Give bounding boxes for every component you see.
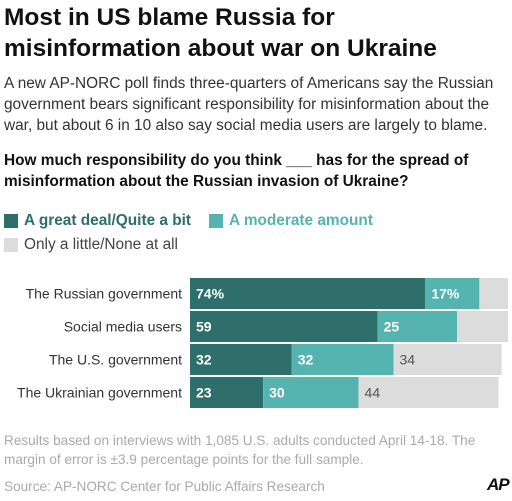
bar-the-russian-government-moderate — [425, 278, 480, 309]
data-label-social-media-users-great-deal: 59 — [196, 319, 212, 335]
data-label-the-u-s-government-moderate: 32 — [298, 352, 314, 368]
category-label-the-ukrainian-government: The Ukrainian government — [17, 385, 182, 401]
legend-label-great-deal: A great deal/Quite a bit — [24, 212, 192, 229]
bar-the-u-s-government-moderate — [291, 344, 394, 375]
legend-label-little-none: Only a little/None at all — [24, 236, 178, 253]
bar-the-ukrainian-government-moderate — [263, 377, 359, 408]
legend-swatch-moderate — [209, 214, 223, 228]
legend-swatch-little-none — [4, 238, 18, 252]
legend-swatch-great-deal — [4, 214, 18, 228]
chart-title: Most in US blame Russia for misinformati… — [4, 4, 437, 62]
legend-item-moderate: A moderate amount — [209, 212, 373, 230]
category-label-social-media-users: Social media users — [64, 319, 182, 335]
bar-the-russian-government-little-none — [479, 278, 508, 309]
data-label-the-russian-government-moderate: 17% — [431, 286, 460, 302]
ap-logo: AP — [487, 475, 510, 494]
data-label-the-ukrainian-government-great-deal: 23 — [196, 385, 212, 401]
legend-item-great-deal: A great deal/Quite a bit — [4, 212, 191, 230]
data-label-the-russian-government-great-deal: 74% — [196, 286, 225, 302]
bar-the-ukrainian-government-great-deal — [190, 377, 264, 408]
category-label-the-russian-government: The Russian government — [26, 286, 183, 302]
bar-the-russian-government-great-deal — [190, 278, 426, 309]
bar-social-media-users-moderate — [377, 311, 458, 342]
bar-the-u-s-government-little-none — [393, 344, 502, 375]
bar-social-media-users-little-none — [457, 311, 508, 342]
chart-subtitle: A new AP-NORC poll finds three-quarters … — [4, 75, 494, 134]
chart-notes: Results based on interviews with 1,085 U… — [4, 433, 476, 467]
data-label-the-ukrainian-government-moderate: 30 — [269, 385, 285, 401]
data-label-the-u-s-government-great-deal: 32 — [196, 352, 212, 368]
bar-the-ukrainian-government-little-none — [358, 377, 499, 408]
data-label-social-media-users-moderate: 25 — [384, 319, 400, 335]
chart-source: Source: AP-NORC Center for Public Affair… — [4, 479, 325, 494]
stacked-bar-chart: The Russian government 74% 17% Social media… — [17, 278, 508, 408]
bar-the-u-s-government-great-deal — [190, 344, 292, 375]
survey-question: How much responsibility do you think ___… — [4, 152, 469, 190]
data-label-the-u-s-government-little-none: 34 — [400, 352, 416, 368]
legend-label-moderate: A moderate amount — [229, 212, 373, 229]
data-label-the-ukrainian-government-little-none: 44 — [365, 385, 381, 401]
bar-social-media-users-great-deal — [190, 311, 378, 342]
legend-item-little-none: Only a little/None at all — [4, 236, 178, 254]
category-label-the-u-s-government: The U.S. government — [49, 352, 182, 368]
